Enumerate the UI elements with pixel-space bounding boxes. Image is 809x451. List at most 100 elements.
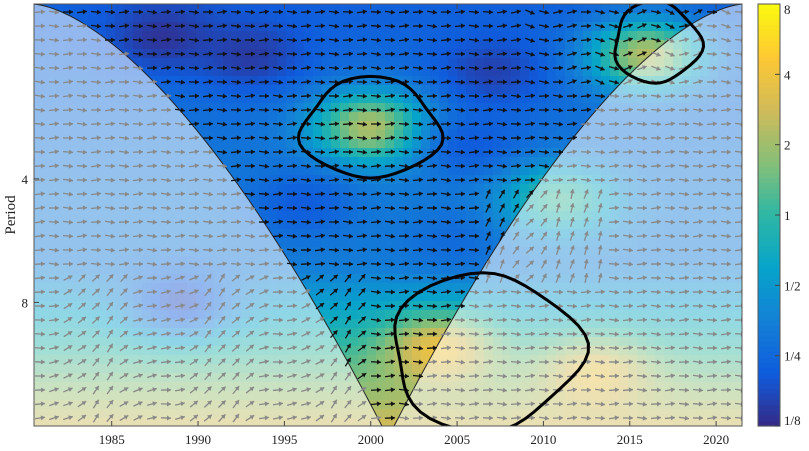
phase-arrow	[356, 23, 368, 29]
phase-arrow	[188, 93, 200, 99]
phase-arrow	[370, 51, 382, 57]
phase-arrow	[104, 163, 116, 169]
phase-arrow	[160, 219, 172, 225]
heat-cell	[268, 175, 278, 185]
phase-arrow	[622, 191, 634, 197]
phase-arrow	[188, 9, 200, 15]
heat-cell	[268, 130, 278, 140]
heat-cell	[349, 148, 359, 158]
heat-cell	[475, 175, 485, 185]
heat-cell	[367, 22, 377, 32]
phase-arrow	[665, 23, 675, 29]
phase-arrow	[594, 303, 606, 309]
phase-arrow	[272, 233, 284, 239]
heat-cell	[304, 94, 314, 104]
phase-arrow	[48, 261, 60, 267]
phase-arrow	[120, 273, 128, 283]
phase-arrow	[496, 79, 508, 85]
heat-cell	[385, 337, 395, 347]
heat-cell	[322, 292, 332, 302]
phase-arrow	[300, 261, 312, 267]
phase-arrow	[651, 65, 661, 71]
phase-arrow	[342, 149, 354, 155]
heat-cell	[250, 202, 260, 212]
heat-cell	[385, 85, 395, 95]
heat-cell	[151, 4, 161, 14]
heat-cell	[358, 4, 368, 14]
phase-arrow	[650, 247, 662, 253]
heat-cell	[259, 67, 269, 77]
phase-arrow	[706, 289, 718, 295]
phase-arrow	[48, 345, 60, 351]
phase-arrow	[329, 274, 339, 282]
phase-arrow	[512, 231, 520, 241]
phase-arrow	[358, 301, 366, 311]
heat-cell	[466, 175, 476, 185]
heat-cell	[574, 94, 584, 104]
heat-cell	[223, 31, 233, 41]
phase-arrow	[259, 275, 269, 281]
heat-cell	[340, 184, 350, 194]
heat-cell	[466, 22, 476, 32]
heat-cell	[421, 112, 431, 122]
phase-arrow	[356, 37, 368, 43]
phase-arrow	[90, 9, 102, 15]
phase-arrow	[398, 345, 410, 351]
phase-arrow	[608, 163, 620, 169]
heat-cell	[304, 130, 314, 140]
phase-arrow	[482, 93, 494, 99]
phase-arrow	[259, 345, 269, 351]
heat-cell	[313, 148, 323, 158]
heat-cell	[394, 274, 404, 284]
phase-arrow	[552, 65, 564, 71]
heat-cell	[574, 22, 584, 32]
heat-cell	[430, 283, 440, 293]
phase-arrow	[412, 177, 424, 183]
heat-cell	[232, 112, 242, 122]
phase-arrow	[146, 247, 158, 253]
phase-arrow	[496, 93, 508, 99]
phase-arrow	[230, 9, 242, 15]
phase-arrow	[552, 37, 564, 43]
phase-arrow	[426, 163, 438, 169]
heat-cell	[106, 13, 116, 23]
phase-arrow	[678, 317, 690, 323]
phase-arrow	[651, 23, 661, 29]
heat-cell	[205, 58, 215, 68]
phase-arrow	[104, 191, 116, 197]
phase-arrow	[538, 331, 550, 337]
phase-arrow	[426, 345, 438, 351]
heat-cell	[484, 112, 494, 122]
phase-arrow	[692, 135, 704, 141]
heat-cell	[457, 193, 467, 203]
phase-arrow	[48, 317, 60, 323]
phase-arrow	[106, 315, 114, 325]
phase-arrow	[300, 9, 312, 15]
heat-cell	[286, 112, 296, 122]
heat-cell	[412, 193, 422, 203]
heat-cell	[340, 4, 350, 14]
phase-arrow	[720, 65, 732, 71]
phase-arrow	[146, 107, 158, 113]
heat-cell	[403, 166, 413, 176]
heat-cell	[520, 103, 530, 113]
heat-cell	[250, 193, 260, 203]
phase-arrow	[272, 219, 284, 225]
heat-cell	[466, 13, 476, 23]
phase-arrow	[720, 149, 732, 155]
phase-arrow	[637, 9, 647, 15]
heat-cell	[304, 58, 314, 68]
heat-cell	[349, 130, 359, 140]
heat-cell	[115, 13, 125, 23]
heat-cell	[448, 193, 458, 203]
phase-arrow	[482, 345, 494, 351]
heat-cell	[520, 49, 530, 59]
phase-arrow	[692, 275, 704, 281]
heat-cell	[385, 400, 395, 410]
phase-arrow	[62, 65, 74, 71]
phase-arrow	[92, 329, 100, 339]
phase-arrow	[174, 149, 186, 155]
phase-arrow	[34, 359, 46, 365]
phase-arrow	[482, 135, 494, 141]
heat-cell	[439, 58, 449, 68]
